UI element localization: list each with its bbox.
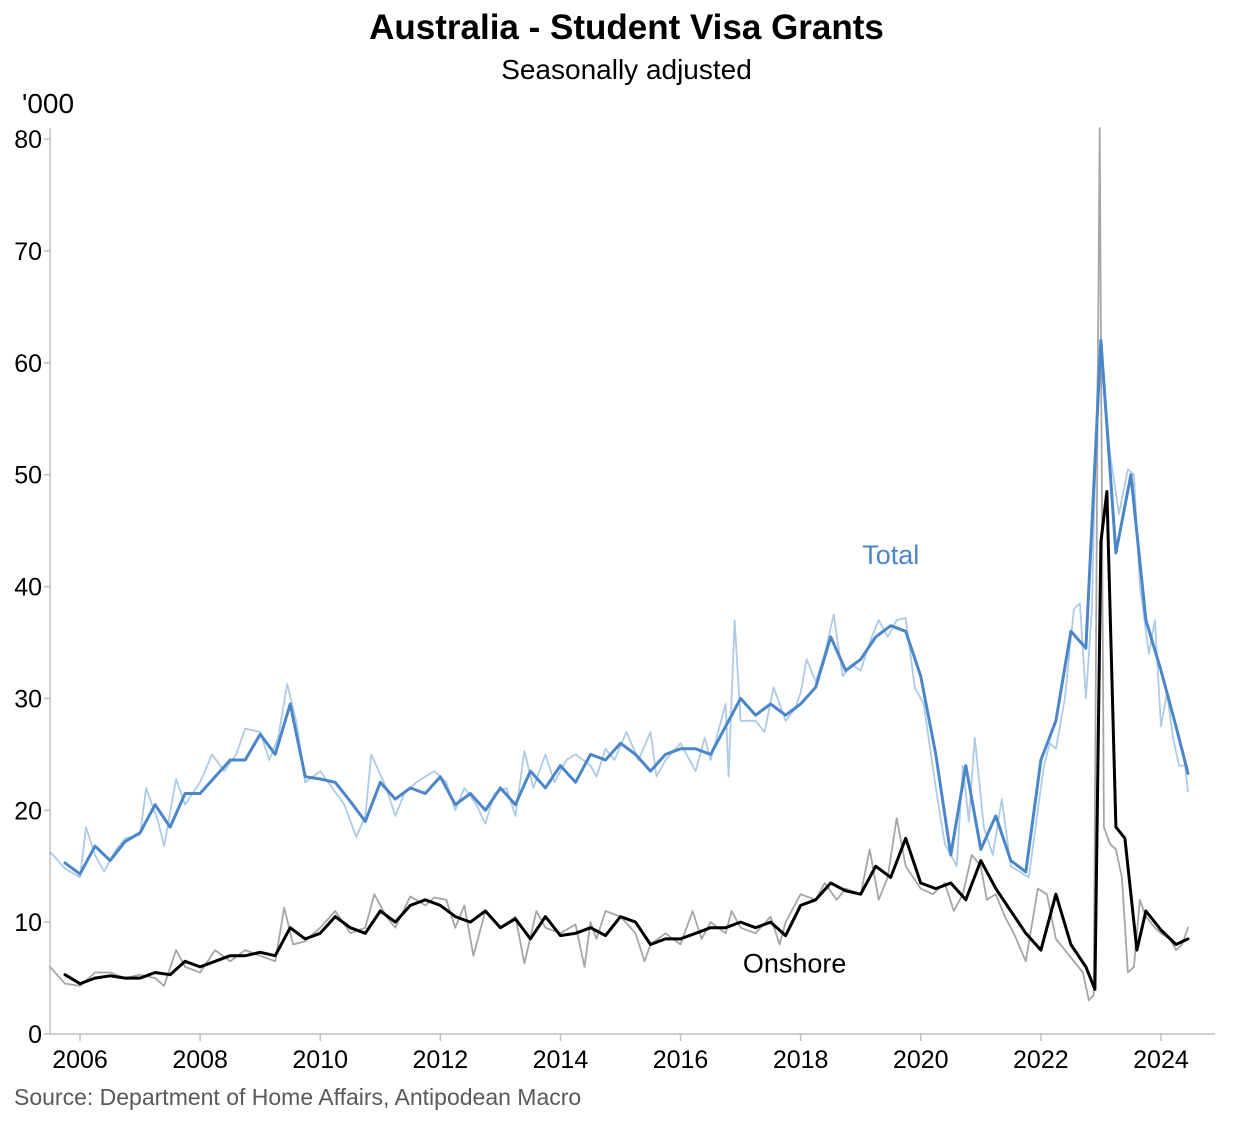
y-tick-label: 10 (14, 909, 42, 937)
trend-series-lines (63, 339, 1190, 991)
x-tick-label: 2006 (52, 1046, 108, 1074)
onshore-trend-line (63, 490, 1190, 991)
chart-subtitle: Seasonally adjusted (501, 54, 752, 85)
source-note: Source: Department of Home Affairs, Anti… (14, 1084, 582, 1110)
y-tick-label: 0 (28, 1021, 42, 1049)
chart-title: Australia - Student Visa Grants (369, 8, 884, 47)
x-tick-label: 2022 (1013, 1046, 1069, 1074)
x-tick-label: 2008 (172, 1046, 228, 1074)
x-tick-label: 2018 (773, 1046, 829, 1074)
x-tick-label: 2020 (893, 1046, 949, 1074)
onshore-series-label: Onshore (743, 948, 847, 978)
total-series-label: Total (862, 540, 919, 570)
y-axis-unit-label: '000 (22, 88, 75, 119)
series-labels: Total Onshore (743, 540, 919, 978)
y-tick-label: 70 (14, 238, 42, 266)
y-tick-label: 20 (14, 797, 42, 825)
x-tick-label: 2024 (1133, 1046, 1189, 1074)
onshore-raw-line (49, 127, 1189, 1002)
y-tick-label: 30 (14, 685, 42, 713)
y-tick-label: 50 (14, 462, 42, 490)
y-tick-label: 40 (14, 574, 42, 602)
x-tick-label: 2016 (653, 1046, 709, 1074)
axes: 0 10 20 30 40 50 60 70 80 2006 2008 2010 2012 2014 201… (14, 126, 1215, 1074)
x-tick-label: 2012 (413, 1046, 469, 1074)
x-tick-label: 2014 (533, 1046, 589, 1074)
y-tick-label: 60 (14, 350, 42, 378)
total-raw-line (49, 361, 1189, 879)
y-tick-label: 80 (14, 126, 42, 154)
x-tick-label: 2010 (292, 1046, 348, 1074)
total-trend-line (63, 339, 1190, 876)
raw-series-lines (49, 127, 1189, 1002)
